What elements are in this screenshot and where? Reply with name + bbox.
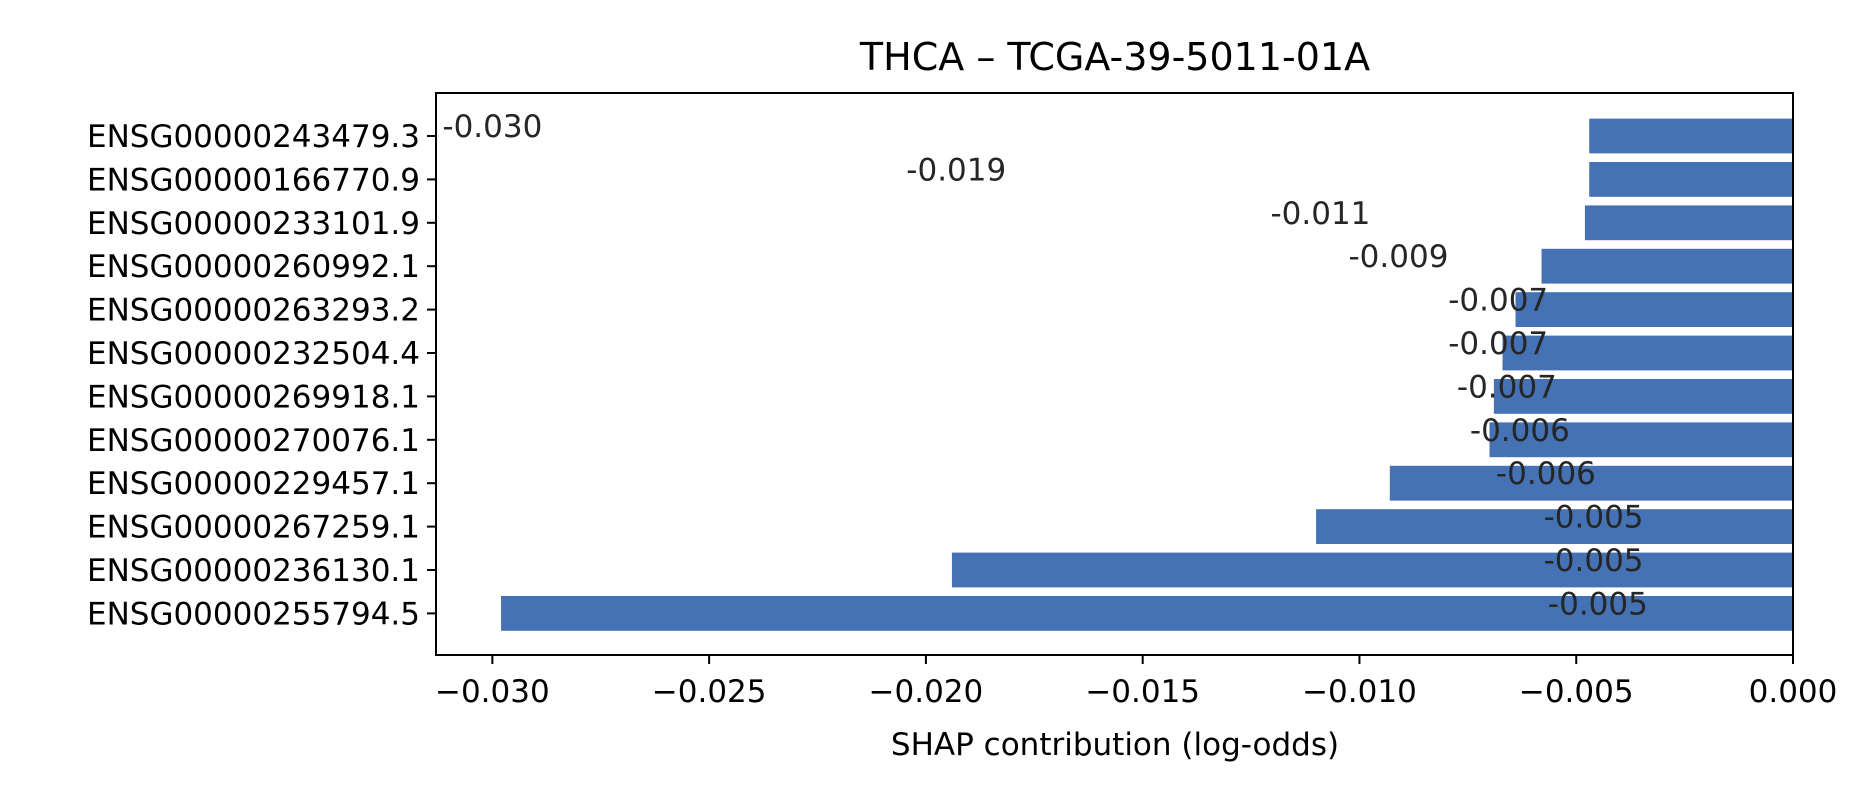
y-tick-label: ENSG00000255794.5	[87, 596, 420, 632]
x-tick-label: −0.005	[1519, 674, 1634, 710]
y-tick-label: ENSG00000267259.1	[87, 510, 420, 546]
bar-11	[951, 552, 1793, 588]
data-label: -0.006	[1470, 413, 1570, 449]
bar-6	[1502, 335, 1793, 371]
y-tick-label: ENSG00000243479.3	[87, 119, 420, 155]
data-labels: -0.030 -0.019 -0.011 -0.009 -0.007 -0.007 -0.0…	[442, 109, 1647, 622]
y-tick-label: ENSG00000270076.1	[87, 423, 420, 459]
bar-3	[1584, 205, 1793, 241]
x-tick-label: −0.015	[1085, 674, 1200, 710]
plot-area	[501, 118, 1793, 631]
bar-5	[1515, 292, 1793, 327]
data-label: -0.007	[1448, 283, 1548, 319]
data-label: -0.011	[1270, 196, 1370, 232]
x-tick-label: −0.025	[652, 674, 767, 710]
y-axis: ENSG00000243479.3 ENSG00000166770.9 ENSG00…	[87, 119, 436, 632]
data-label: -0.005	[1544, 543, 1644, 579]
y-tick-label: ENSG00000269918.1	[87, 379, 420, 415]
y-tick-label: ENSG00000166770.9	[87, 162, 420, 198]
data-label: -0.019	[906, 152, 1006, 188]
data-label: -0.030	[442, 109, 542, 145]
bar-9	[1389, 465, 1793, 501]
y-tick-label: ENSG00000236130.1	[87, 553, 420, 589]
x-tick-label: −0.020	[869, 674, 984, 710]
data-label: -0.007	[1448, 326, 1548, 362]
bar-7	[1493, 379, 1793, 414]
x-tick-label: 0.000	[1749, 674, 1838, 710]
y-tick-label: ENSG00000229457.1	[87, 466, 420, 502]
y-tick-label: ENSG00000233101.9	[87, 206, 420, 242]
data-label: -0.007	[1457, 369, 1557, 405]
data-label: -0.005	[1544, 500, 1644, 536]
data-label: -0.006	[1496, 456, 1596, 492]
y-tick-label: ENSG00000263293.2	[87, 293, 420, 329]
bar-4	[1541, 248, 1793, 284]
x-tick-label: −0.010	[1302, 674, 1417, 710]
bar-8	[1489, 422, 1793, 458]
x-tick-label: −0.030	[435, 674, 550, 710]
data-label: -0.009	[1349, 239, 1449, 275]
x-axis: −0.030 −0.025 −0.020 −0.015 −0.010 −0.005 0.00…	[435, 655, 1837, 710]
bar-1	[1589, 118, 1793, 154]
plot-frame	[435, 92, 1794, 656]
data-label: -0.005	[1548, 586, 1648, 622]
x-axis-label: SHAP contribution (log-odds)	[891, 727, 1339, 763]
bar-2	[1589, 162, 1793, 197]
bar-10	[1316, 509, 1793, 544]
y-tick-label: ENSG00000260992.1	[87, 249, 420, 285]
bar-12	[501, 596, 1793, 631]
chart-title: THCA – TCGA-39-5011-01A	[859, 35, 1370, 79]
y-tick-label: ENSG00000232504.4	[87, 336, 420, 372]
